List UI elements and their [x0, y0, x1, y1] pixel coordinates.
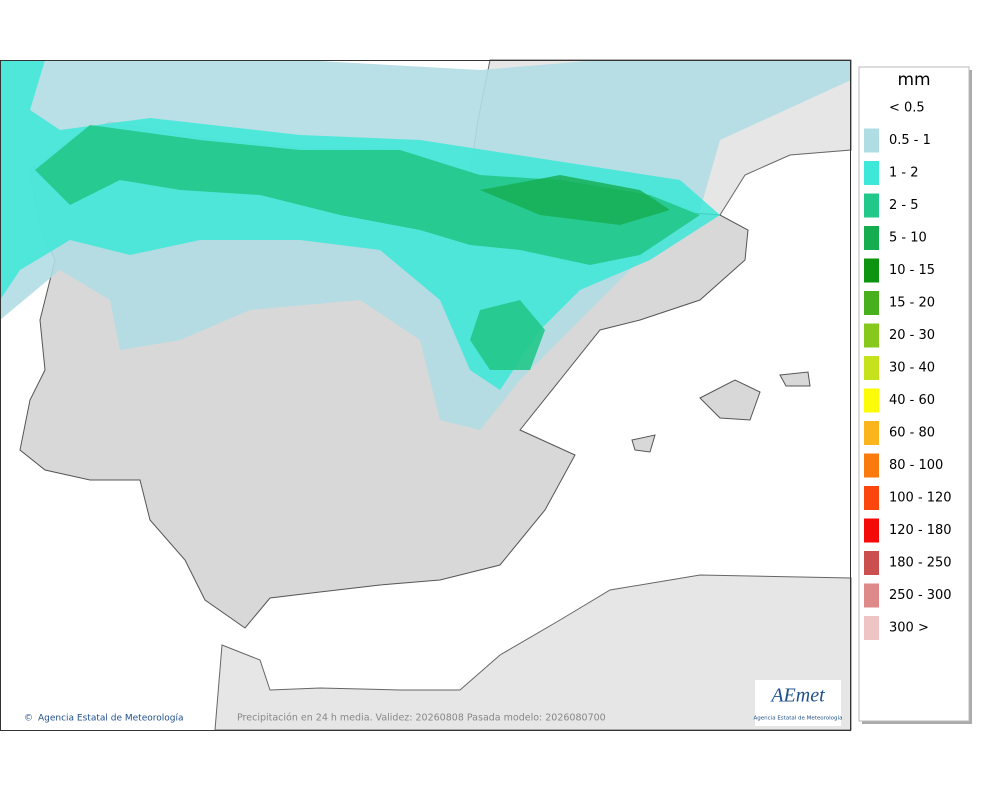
legend-swatch: [864, 161, 879, 185]
legend-swatch: [864, 616, 879, 640]
legend-swatch: [864, 551, 879, 575]
legend-swatch: [864, 453, 879, 478]
legend-label: 100 - 120: [889, 491, 952, 506]
legend-swatch: [864, 323, 879, 348]
legend-label: 1 - 2: [889, 166, 919, 181]
legend-label: 300 >: [889, 621, 929, 636]
legend-label: 80 - 100: [889, 458, 943, 473]
precip-green-east: [470, 300, 545, 370]
precip-darkgreen: [480, 175, 670, 225]
legend-swatch: [864, 226, 879, 250]
legend-swatch: [864, 356, 879, 380]
ibiza: [631, 434, 656, 453]
legend-label: 20 - 30: [889, 328, 935, 343]
legend-swatch: [864, 388, 879, 413]
legend-label: 30 - 40: [889, 361, 935, 376]
caption: Precipitación en 24 h media. Validez: 20…: [237, 713, 606, 724]
legend-swatch: [864, 258, 879, 283]
map-border: [0, 60, 851, 731]
legend-swatch: [864, 421, 879, 445]
legend-label: 5 - 10: [889, 231, 927, 246]
legend-label: 40 - 60: [889, 393, 935, 408]
copyright-mark: ©: [24, 714, 33, 724]
legend-unit: mm: [897, 70, 930, 90]
legend-label: 2 - 5: [889, 198, 919, 213]
legend-swatch: [864, 518, 879, 543]
legend-swatch: [864, 193, 879, 218]
africa: [214, 574, 852, 731]
mallorca: [699, 379, 761, 421]
map: © Agencia Estatal de Meteorología Precip…: [0, 59, 852, 731]
legend-label: 60 - 80: [889, 426, 935, 441]
legend-label: 180 - 250: [889, 556, 952, 571]
legend-label: < 0.5: [889, 101, 925, 116]
legend-label: 0.5 - 1: [889, 133, 931, 148]
logo-subtitle: Agencia Estatal de Meteorología: [754, 715, 843, 722]
legend-swatch: [864, 583, 879, 608]
legend-label: 250 - 300: [889, 588, 952, 603]
legend-swatch: [864, 128, 879, 153]
legend-swatch: [864, 291, 879, 315]
legend-label: 10 - 15: [889, 263, 935, 278]
logo-name: AEmet: [769, 685, 825, 707]
legend-label: 15 - 20: [889, 296, 935, 311]
legend: mm < 0.5 0.5 - 1 1 - 2 2 - 5 5 - 10 10 - 15 15…: [858, 66, 972, 724]
legend-label: 120 - 180: [889, 523, 952, 538]
credit: Agencia Estatal de Meteorología: [38, 714, 184, 724]
menorca: [779, 371, 811, 387]
precip-green: [35, 125, 700, 265]
logo-box: [755, 680, 841, 726]
legend-swatch: [864, 486, 879, 510]
